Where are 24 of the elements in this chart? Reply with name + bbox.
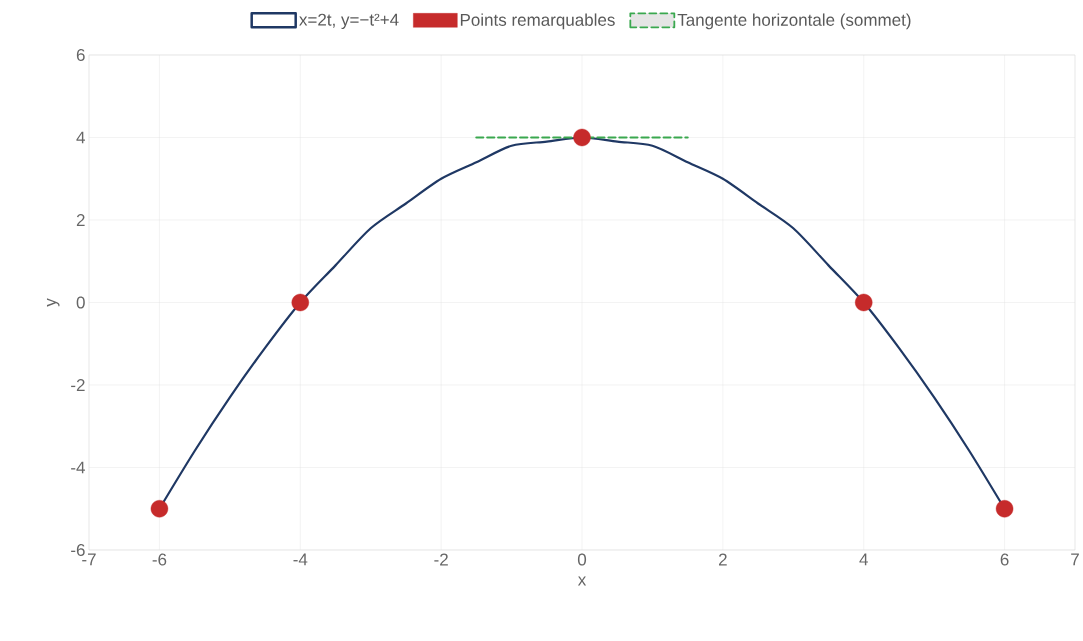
legend-label: Tangente horizontale (sommet) (677, 13, 911, 30)
x-tick-label: 0 (577, 553, 587, 566)
legend-label: x=2t, y=−t²+4 (299, 13, 399, 30)
y-tick-label: -4 (71, 461, 85, 474)
y-tick-label: 0 (76, 296, 85, 309)
x-tick-label: 6 (1000, 553, 1009, 566)
x-tick-label: 4 (859, 553, 868, 566)
point (855, 293, 873, 312)
y-tick-label: 6 (76, 48, 85, 62)
x-tick-label: -2 (434, 553, 448, 566)
x-axis-title: x (577, 576, 587, 586)
y-tick-label: 2 (76, 214, 85, 226)
point (150, 500, 169, 518)
point (573, 128, 591, 147)
legend-label: Points remarquables (460, 13, 615, 30)
y-tick-label: 4 (76, 131, 85, 144)
y-axis-title: y (46, 298, 60, 307)
x-tick-label: 7 (1071, 553, 1079, 566)
x-tick-label: 2 (719, 553, 727, 566)
y-tick-label: -2 (71, 379, 85, 391)
point (291, 293, 309, 312)
x-tick-label: -6 (152, 553, 167, 566)
point (995, 500, 1014, 518)
x-tick-label: -4 (293, 553, 308, 566)
